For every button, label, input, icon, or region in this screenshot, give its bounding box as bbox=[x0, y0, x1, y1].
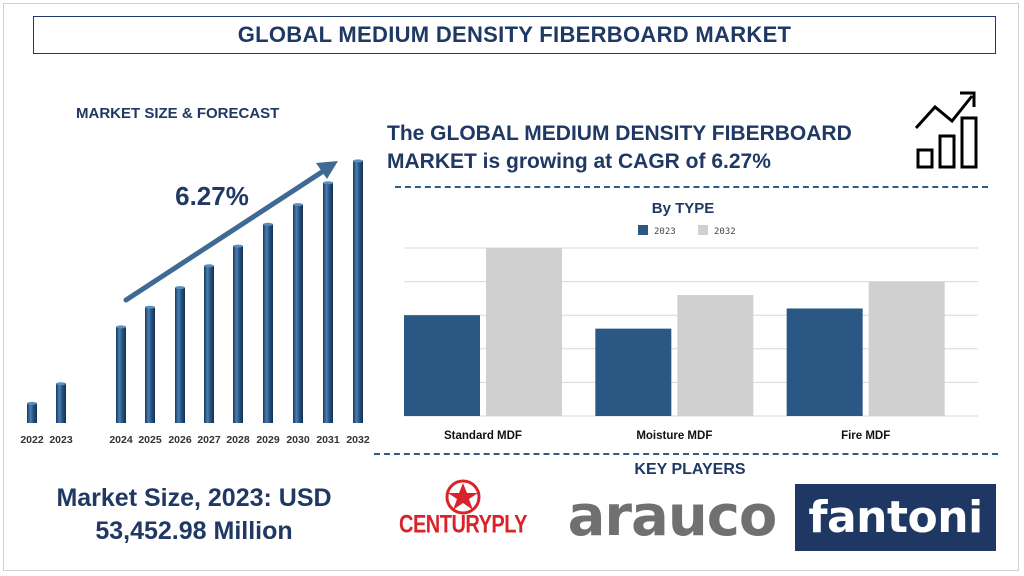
trend-arrow-icon bbox=[123, 161, 338, 303]
forecast-x-tick: 2027 bbox=[197, 434, 221, 446]
growth-chart-icon bbox=[914, 91, 978, 169]
divider-top bbox=[395, 186, 988, 188]
forecast-bar-2032 bbox=[353, 160, 363, 424]
forecast-bar-cap bbox=[323, 181, 333, 185]
forecast-bar-2030 bbox=[293, 204, 303, 423]
forecast-bar-2024 bbox=[116, 326, 126, 423]
forecast-bar-2022 bbox=[27, 403, 37, 423]
forecast-bar-cap bbox=[263, 222, 273, 226]
cagr-headline: The GLOBAL MEDIUM DENSITY FIBERBOARD MAR… bbox=[387, 122, 852, 173]
type-bar-fire-mdf-2032 bbox=[868, 281, 945, 416]
market-size-line1: Market Size, 2023: USD bbox=[56, 484, 332, 512]
fantoni-logo: fantoni bbox=[795, 484, 996, 551]
forecast-bars bbox=[27, 159, 363, 424]
centuryply-wordmark: CENTURYPLY bbox=[399, 511, 528, 539]
type-x-tick: Moisture MDF bbox=[636, 430, 712, 442]
title-banner: GLOBAL MEDIUM DENSITY FIBERBOARD MARKET bbox=[33, 16, 996, 54]
legend-label-2032: 2032 bbox=[714, 227, 736, 237]
forecast-x-tick: 2024 bbox=[109, 434, 133, 446]
forecast-x-tick: 2022 bbox=[20, 434, 44, 446]
type-bar-standard-mdf-2032 bbox=[486, 248, 562, 416]
type-bar-fire-mdf-2023 bbox=[786, 308, 863, 416]
page-title: GLOBAL MEDIUM DENSITY FIBERBOARD MARKET bbox=[237, 22, 792, 47]
forecast-x-tick: 2023 bbox=[49, 434, 73, 446]
forecast-bar-cap bbox=[175, 286, 185, 290]
type-bar-moisture-mdf-2032 bbox=[677, 295, 754, 416]
forecast-x-tick: 2028 bbox=[226, 434, 250, 446]
arauco-logo: arauco bbox=[567, 484, 778, 549]
forecast-x-axis: 2022 2023 2024 2025 2026 2027 2028 2029 2030 2031… bbox=[20, 434, 370, 446]
page-frame bbox=[3, 3, 1019, 571]
forecast-bar-2026 bbox=[175, 287, 185, 423]
forecast-bar-cap bbox=[116, 325, 126, 329]
forecast-x-tick: 2032 bbox=[346, 434, 370, 446]
fantoni-wordmark: fantoni bbox=[808, 492, 983, 543]
cagr-annotation: 6.27% bbox=[175, 181, 249, 211]
forecast-bar-2023 bbox=[56, 383, 66, 423]
forecast-bar-2029 bbox=[263, 224, 273, 423]
forecast-bar-2031 bbox=[323, 182, 333, 423]
forecast-bar-cap bbox=[233, 244, 243, 248]
market-size-text: Market Size, 2023: USD 53,452.98 Million bbox=[20, 482, 368, 548]
forecast-x-tick: 2029 bbox=[256, 434, 280, 446]
type-chart-title: By TYPE bbox=[652, 200, 715, 217]
type-chart: By TYPE 2023 2032 Standard MDF Moisture MDF F… bbox=[404, 200, 978, 442]
forecast-bar-2028 bbox=[233, 246, 243, 423]
forecast-bar-cap bbox=[293, 203, 303, 207]
type-x-tick: Standard MDF bbox=[444, 430, 522, 442]
legend-label-2023: 2023 bbox=[654, 227, 676, 237]
forecast-x-tick: 2025 bbox=[138, 434, 162, 446]
market-size-line2: 53,452.98 Million bbox=[95, 517, 293, 545]
legend-swatch-2032 bbox=[698, 225, 708, 235]
type-x-tick: Fire MDF bbox=[841, 430, 890, 442]
forecast-chart-title: MARKET SIZE & FORECAST bbox=[76, 105, 280, 122]
legend-swatch-2023 bbox=[638, 225, 648, 235]
forecast-bar-2027 bbox=[204, 265, 214, 423]
forecast-bar-cap bbox=[145, 305, 155, 309]
divider-bottom bbox=[374, 453, 998, 455]
forecast-bar-cap bbox=[56, 382, 66, 386]
forecast-bar-cap bbox=[353, 159, 363, 163]
forecast-bar-2025 bbox=[145, 307, 155, 423]
forecast-bar-cap bbox=[204, 264, 214, 268]
forecast-x-tick: 2031 bbox=[316, 434, 340, 446]
forecast-x-tick: 2030 bbox=[286, 434, 310, 446]
key-players-title: KEY PLAYERS bbox=[634, 461, 746, 478]
type-bar-moisture-mdf-2023 bbox=[595, 328, 672, 416]
type-bar-standard-mdf-2023 bbox=[404, 315, 480, 416]
centuryply-logo: CENTURYPLY bbox=[388, 478, 538, 550]
centuryply-star-icon bbox=[445, 479, 481, 515]
forecast-bar-cap bbox=[27, 401, 37, 405]
forecast-x-tick: 2026 bbox=[168, 434, 192, 446]
